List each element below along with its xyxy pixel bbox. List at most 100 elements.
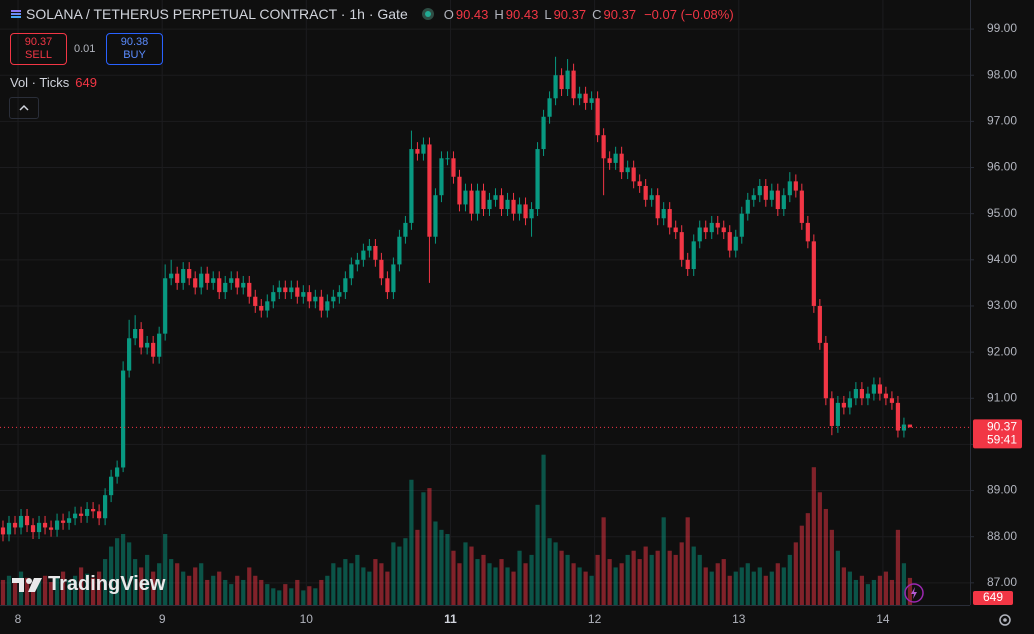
candle-body [30, 525, 36, 533]
collapse-button[interactable] [9, 97, 39, 119]
alert-bolt[interactable] [911, 587, 917, 599]
volume-bar [24, 577, 30, 605]
candle-body [907, 424, 913, 428]
volume-bar [679, 542, 684, 605]
x-tick-label: 12 [588, 612, 602, 626]
x-tick-label: 14 [876, 612, 890, 626]
volume-bar [193, 567, 198, 605]
candle-body [48, 527, 54, 530]
volume-bar [90, 577, 96, 605]
buy-price[interactable]: 90.38 [120, 36, 149, 48]
volume-bar [697, 554, 702, 605]
gear[interactable] [999, 614, 1011, 626]
candle-body [175, 273, 180, 283]
volume-bar [445, 534, 450, 605]
candle-body [853, 389, 858, 399]
gear-hub[interactable] [1003, 618, 1007, 622]
candle-body [613, 153, 618, 163]
candle-body [253, 296, 258, 306]
candle-body [847, 398, 852, 408]
candle-body [775, 190, 780, 210]
candle-body [769, 190, 774, 200]
volume-bar [295, 579, 300, 605]
volume-bar [745, 563, 750, 605]
volume-bar [757, 567, 762, 605]
volume-bar [217, 571, 222, 605]
volume-bar [487, 563, 492, 605]
y-tick-label: 89.00 [987, 483, 1017, 497]
y-tick-label: 91.00 [987, 390, 1017, 404]
candle-body [54, 520, 60, 530]
volume-bar [691, 546, 696, 605]
settings-icon[interactable] [999, 614, 1011, 626]
volume-bar [649, 554, 654, 605]
candle-body [763, 185, 768, 200]
candle-body [445, 158, 450, 160]
sell-label[interactable]: SELL [25, 49, 52, 61]
volume-bar [421, 492, 426, 605]
candle-body [36, 522, 42, 533]
logo-text[interactable]: TradingView [48, 573, 166, 595]
logo-icon[interactable] [12, 576, 44, 594]
candle-body [313, 296, 318, 302]
candle-body [349, 264, 354, 279]
candle-body [649, 195, 654, 200]
indicator-value: 649 [75, 75, 97, 90]
volume-bar [613, 567, 618, 605]
volume-bar [643, 546, 648, 605]
candle-body [703, 227, 708, 233]
candle-body [6, 522, 12, 535]
buy-label[interactable]: BUY [123, 49, 146, 61]
y-tick-label: 88.00 [987, 529, 1017, 543]
candle-body [505, 199, 510, 210]
volume-bar [775, 563, 780, 605]
buy-button[interactable]: 90.38 BUY [106, 33, 163, 65]
candle-body [271, 292, 276, 302]
sell-button[interactable]: 90.37 SELL [10, 33, 67, 65]
chevron[interactable] [10, 98, 38, 118]
market-status[interactable] [421, 8, 434, 20]
logo[interactable]: TradingView [12, 573, 165, 596]
candle-body [787, 181, 792, 196]
candle-body [751, 195, 756, 200]
symbol-icon [11, 10, 21, 18]
alert-icon[interactable] [904, 583, 924, 603]
candle-body [517, 204, 522, 214]
candle-body [535, 149, 540, 210]
ohlc-value: 90.37 [603, 6, 637, 22]
candle-body [84, 509, 90, 516]
candle-body [139, 329, 144, 348]
volume-bar [847, 571, 852, 605]
sell-price[interactable]: 90.37 [24, 36, 53, 48]
y-tick-label: 95.00 [987, 206, 1017, 220]
candle-body [643, 185, 648, 200]
volume-bar [301, 590, 306, 605]
candle-body [367, 245, 372, 251]
y-tick-label: 96.00 [987, 160, 1017, 174]
candle-body [583, 93, 588, 103]
indicator-label[interactable]: Vol · Ticks [10, 75, 70, 90]
volume-bar [307, 586, 312, 605]
candle-body [205, 273, 210, 283]
volume-bar [12, 582, 18, 605]
volume-bar [499, 559, 504, 605]
candle-body [42, 522, 48, 528]
candle-body [331, 296, 336, 302]
candle-body [463, 190, 468, 205]
candle-body [337, 292, 342, 297]
symbol-title[interactable]: SOLANA / TETHERUS PERPETUAL CONTRACT · 1… [26, 6, 408, 22]
candle-body [571, 70, 576, 99]
volume-bar [685, 517, 690, 605]
volume-bar [187, 575, 192, 605]
candle-body [691, 241, 696, 270]
volume-bar [211, 575, 216, 605]
volume-bar [595, 554, 600, 605]
volume-bar [763, 575, 768, 605]
volume-bar [265, 584, 270, 605]
volume-bar [115, 538, 120, 605]
volume-bar [739, 567, 744, 605]
candle-body [72, 513, 78, 519]
candle-body [895, 402, 901, 431]
volume-indicator[interactable]: Vol · Ticks 649 [10, 75, 97, 90]
volume-bar [6, 575, 12, 605]
